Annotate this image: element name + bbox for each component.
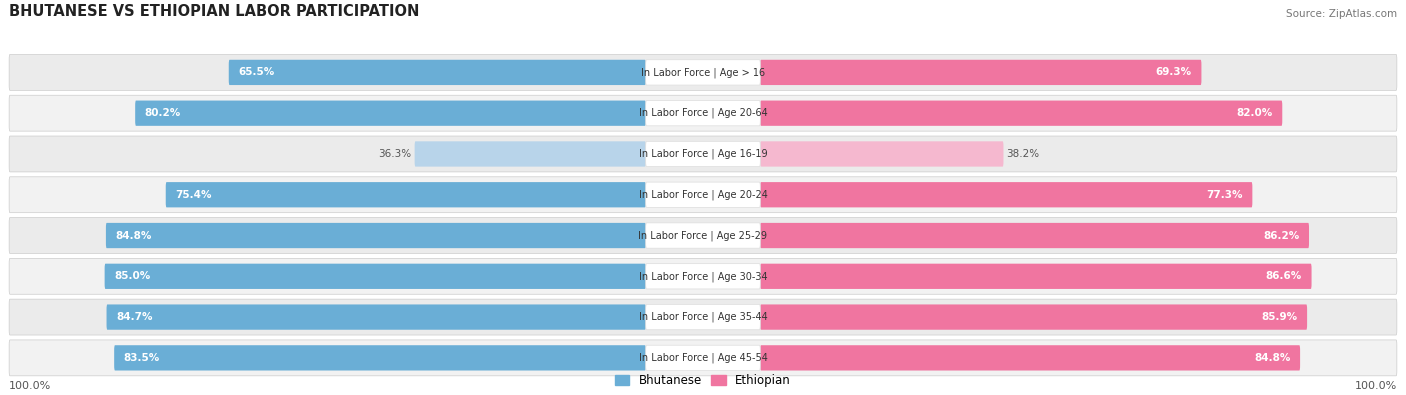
FancyBboxPatch shape [135, 101, 645, 126]
FancyBboxPatch shape [104, 264, 645, 289]
FancyBboxPatch shape [761, 264, 1312, 289]
FancyBboxPatch shape [10, 258, 1396, 294]
FancyBboxPatch shape [10, 136, 1396, 172]
Text: Source: ZipAtlas.com: Source: ZipAtlas.com [1285, 9, 1396, 19]
Text: 38.2%: 38.2% [1007, 149, 1040, 159]
FancyBboxPatch shape [645, 101, 761, 126]
Text: 84.8%: 84.8% [1254, 353, 1291, 363]
FancyBboxPatch shape [645, 305, 761, 330]
FancyBboxPatch shape [10, 218, 1396, 254]
FancyBboxPatch shape [10, 177, 1396, 213]
Text: 36.3%: 36.3% [378, 149, 412, 159]
Text: 85.9%: 85.9% [1261, 312, 1298, 322]
Text: 85.0%: 85.0% [114, 271, 150, 281]
Text: In Labor Force | Age 20-24: In Labor Force | Age 20-24 [638, 190, 768, 200]
Text: In Labor Force | Age 25-29: In Labor Force | Age 25-29 [638, 230, 768, 241]
FancyBboxPatch shape [645, 182, 761, 207]
Text: In Labor Force | Age 35-44: In Labor Force | Age 35-44 [638, 312, 768, 322]
Text: 65.5%: 65.5% [238, 68, 274, 77]
Text: 86.2%: 86.2% [1263, 231, 1299, 241]
FancyBboxPatch shape [105, 223, 645, 248]
Text: 100.0%: 100.0% [10, 382, 52, 391]
Text: In Labor Force | Age 20-64: In Labor Force | Age 20-64 [638, 108, 768, 118]
FancyBboxPatch shape [645, 141, 761, 167]
FancyBboxPatch shape [645, 223, 761, 248]
FancyBboxPatch shape [761, 223, 1309, 248]
Text: 100.0%: 100.0% [1354, 382, 1396, 391]
Text: 80.2%: 80.2% [145, 108, 181, 118]
FancyBboxPatch shape [415, 141, 645, 167]
FancyBboxPatch shape [761, 345, 1301, 371]
FancyBboxPatch shape [645, 345, 761, 371]
FancyBboxPatch shape [166, 182, 645, 207]
FancyBboxPatch shape [10, 340, 1396, 376]
Text: In Labor Force | Age 16-19: In Labor Force | Age 16-19 [638, 149, 768, 159]
Text: 75.4%: 75.4% [176, 190, 212, 200]
Text: 84.8%: 84.8% [115, 231, 152, 241]
FancyBboxPatch shape [10, 95, 1396, 131]
FancyBboxPatch shape [761, 305, 1308, 330]
Text: In Labor Force | Age 30-34: In Labor Force | Age 30-34 [638, 271, 768, 282]
Text: In Labor Force | Age > 16: In Labor Force | Age > 16 [641, 67, 765, 78]
Text: 86.6%: 86.6% [1265, 271, 1302, 281]
FancyBboxPatch shape [645, 60, 761, 85]
FancyBboxPatch shape [761, 141, 1004, 167]
FancyBboxPatch shape [10, 55, 1396, 90]
Text: 84.7%: 84.7% [117, 312, 153, 322]
FancyBboxPatch shape [229, 60, 645, 85]
FancyBboxPatch shape [10, 299, 1396, 335]
FancyBboxPatch shape [645, 264, 761, 289]
FancyBboxPatch shape [107, 305, 645, 330]
FancyBboxPatch shape [761, 60, 1202, 85]
FancyBboxPatch shape [114, 345, 645, 371]
FancyBboxPatch shape [761, 101, 1282, 126]
Text: BHUTANESE VS ETHIOPIAN LABOR PARTICIPATION: BHUTANESE VS ETHIOPIAN LABOR PARTICIPATI… [10, 4, 419, 19]
Text: 69.3%: 69.3% [1156, 68, 1192, 77]
Legend: Bhutanese, Ethiopian: Bhutanese, Ethiopian [610, 370, 796, 392]
Text: In Labor Force | Age 45-54: In Labor Force | Age 45-54 [638, 353, 768, 363]
Text: 77.3%: 77.3% [1206, 190, 1243, 200]
Text: 82.0%: 82.0% [1236, 108, 1272, 118]
Text: 83.5%: 83.5% [124, 353, 160, 363]
FancyBboxPatch shape [761, 182, 1253, 207]
